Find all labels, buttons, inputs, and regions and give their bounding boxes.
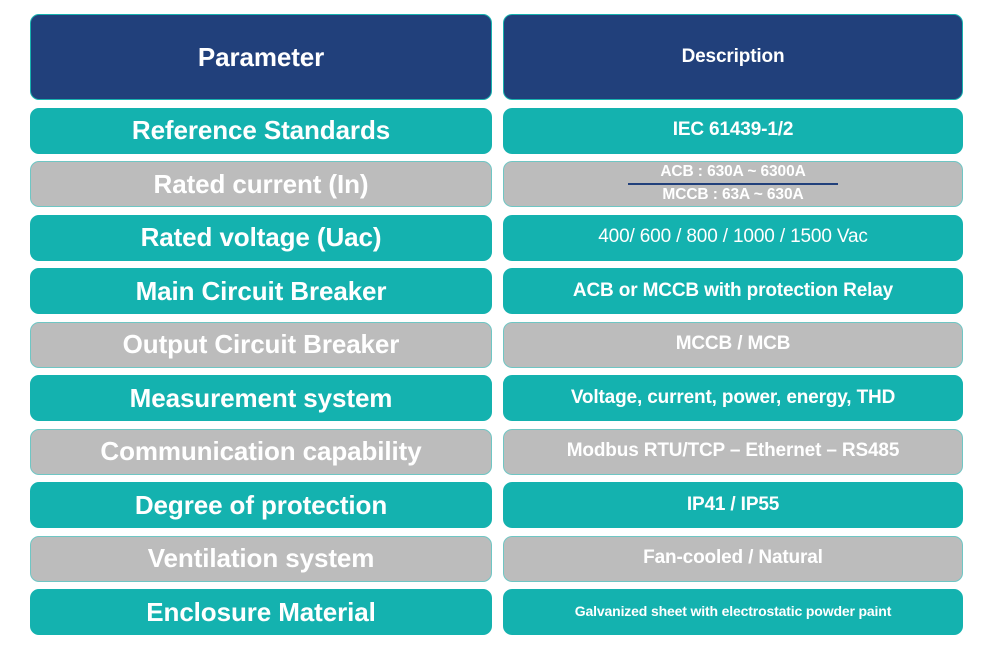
parameter-label: Degree of protection: [134, 489, 388, 520]
table-row: Degree of protection IP41 / IP55: [30, 482, 963, 528]
header-cell-description: Description: [503, 14, 963, 100]
description-cell: Voltage, current, power, energy, THD: [503, 375, 963, 421]
parameter-cell: Rated voltage (Uac): [30, 214, 492, 261]
table-row: Main Circuit Breaker ACB or MCCB with pr…: [30, 268, 963, 314]
table-header-row: Parameter Description: [30, 14, 963, 100]
description-divider: [628, 183, 838, 185]
parameter-cell: Communication capability: [30, 428, 492, 475]
header-label-description: Description: [681, 45, 785, 67]
parameter-label: Measurement system: [129, 382, 393, 413]
description-value: ACB or MCCB with protection Relay: [572, 279, 894, 301]
parameter-label: Rated current (In): [153, 168, 369, 199]
parameter-cell: Measurement system: [30, 375, 492, 421]
parameter-cell: Rated current (In): [30, 161, 492, 207]
description-cell: MCCB / MCB: [503, 321, 963, 368]
description-value: IEC 61439-1/2: [672, 119, 794, 141]
description-value: Galvanized sheet with electrostatic powd…: [574, 603, 892, 620]
description-cell: Modbus RTU/TCP – Ethernet – RS485: [503, 428, 963, 475]
description-cell: IEC 61439-1/2: [503, 107, 963, 154]
header-cell-parameter: Parameter: [30, 14, 492, 100]
description-value: Voltage, current, power, energy, THD: [570, 386, 896, 408]
description-value: Modbus RTU/TCP – Ethernet – RS485: [566, 440, 900, 462]
parameter-cell: Output Circuit Breaker: [30, 321, 492, 368]
parameter-cell: Reference Standards: [30, 107, 492, 154]
parameter-label: Main Circuit Breaker: [135, 275, 387, 306]
parameter-cell: Enclosure Material: [30, 589, 492, 635]
description-value: 400/ 600 / 800 / 1000 / 1500 Vac: [598, 226, 868, 248]
parameter-label: Ventilation system: [147, 543, 375, 574]
description-cell: Fan-cooled / Natural: [503, 535, 963, 582]
table-row: Reference Standards IEC 61439-1/2: [30, 107, 963, 154]
parameter-label: Enclosure Material: [146, 596, 376, 627]
stacked-description: ACB : 630A ~ 6300A MCCB : 63A ~ 630A: [504, 164, 962, 203]
table-row: Rated current (In) ACB : 630A ~ 6300A MC…: [30, 161, 963, 207]
parameter-label: Communication capability: [100, 436, 422, 467]
description-value: IP41 / IP55: [686, 493, 780, 515]
table-row: Rated voltage (Uac) 400/ 600 / 800 / 100…: [30, 214, 963, 261]
parameter-label: Rated voltage (Uac): [140, 222, 382, 253]
parameter-cell: Main Circuit Breaker: [30, 268, 492, 314]
table-row: Communication capability Modbus RTU/TCP …: [30, 428, 963, 475]
table-row: Enclosure Material Galvanized sheet with…: [30, 589, 963, 635]
parameter-label: Reference Standards: [131, 115, 391, 146]
description-cell: ACB : 630A ~ 6300A MCCB : 63A ~ 630A: [503, 161, 963, 207]
description-value: MCCB / MCB: [675, 333, 791, 355]
parameter-cell: Ventilation system: [30, 535, 492, 582]
description-cell: ACB or MCCB with protection Relay: [503, 268, 963, 314]
header-label-parameter: Parameter: [197, 41, 325, 72]
description-value-line-1: ACB : 630A ~ 6300A: [660, 163, 806, 181]
table-row: Output Circuit Breaker MCCB / MCB: [30, 321, 963, 368]
parameter-label: Output Circuit Breaker: [122, 329, 400, 360]
description-value: Fan-cooled / Natural: [643, 547, 823, 569]
description-cell: 400/ 600 / 800 / 1000 / 1500 Vac: [503, 214, 963, 261]
table-row: Measurement system Voltage, current, pow…: [30, 375, 963, 421]
description-value-line-2: MCCB : 63A ~ 630A: [662, 186, 804, 203]
description-cell: Galvanized sheet with electrostatic powd…: [503, 589, 963, 635]
table-row: Ventilation system Fan-cooled / Natural: [30, 535, 963, 582]
parameter-cell: Degree of protection: [30, 482, 492, 528]
description-cell: IP41 / IP55: [503, 482, 963, 528]
